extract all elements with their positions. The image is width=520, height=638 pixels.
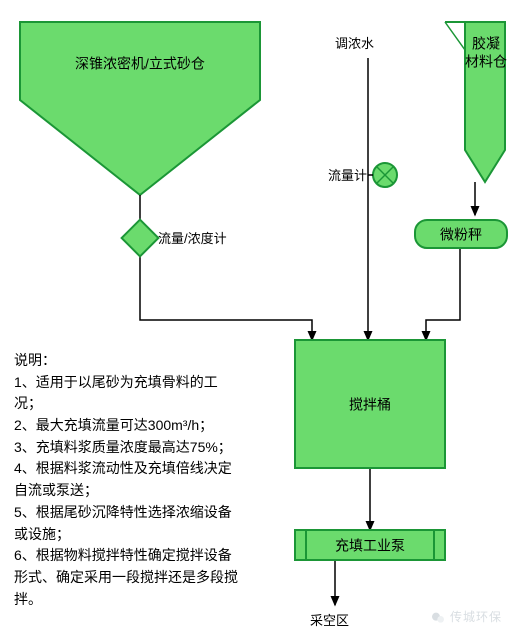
goaf-label: 采空区 bbox=[310, 613, 349, 628]
node-density-meter: 流量/浓度计 bbox=[122, 220, 227, 257]
description-item: 4、根据料浆流动性及充填倍线决定自流或泵送； bbox=[14, 458, 244, 501]
description-item: 3、充填料浆质量浓度最高达75%； bbox=[14, 437, 244, 459]
powder-scale-label: 微粉秤 bbox=[440, 227, 482, 243]
node-binder-bin: 胶凝 材料仓 bbox=[445, 22, 507, 182]
description-item: 5、根据尾砂沉降特性选择浓缩设备或设施； bbox=[14, 502, 244, 545]
binder-bin-label1: 胶凝 bbox=[472, 36, 500, 52]
tiaonongshui-label: 调浓水 bbox=[335, 36, 374, 51]
thickener-label: 深锥浓密机/立式砂仓 bbox=[75, 56, 205, 72]
description-item: 1、适用于以尾砂为充填骨料的工况； bbox=[14, 372, 244, 415]
binder-bin-label2: 材料仓 bbox=[465, 54, 507, 70]
description-title: 说明： bbox=[14, 350, 244, 372]
mixer-label: 搅拌桶 bbox=[349, 397, 391, 413]
pump-label: 充填工业泵 bbox=[335, 538, 405, 554]
flowmeter-label: 流量计 bbox=[328, 168, 367, 183]
watermark-text: 传城环保 bbox=[450, 610, 502, 624]
node-pump: 充填工业泵 bbox=[295, 530, 445, 560]
description-block: 说明： 1、适用于以尾砂为充填骨料的工况； 2、最大充填流量可达300m³/h；… bbox=[14, 350, 244, 610]
edge-scale-mixer bbox=[426, 248, 460, 340]
node-flowmeter: 流量计 bbox=[328, 163, 397, 187]
wechat-icon bbox=[430, 610, 446, 626]
edge-density-mixer bbox=[140, 251, 312, 340]
watermark: 传城环保 bbox=[430, 608, 502, 626]
node-thickener bbox=[20, 22, 260, 195]
description-item: 6、根据物料搅拌特性确定搅拌设备形式、确定采用一段搅拌还是多段搅拌。 bbox=[14, 545, 244, 610]
description-item: 2、最大充填流量可达300m³/h； bbox=[14, 415, 244, 437]
density-meter-label: 流量/浓度计 bbox=[158, 231, 227, 246]
